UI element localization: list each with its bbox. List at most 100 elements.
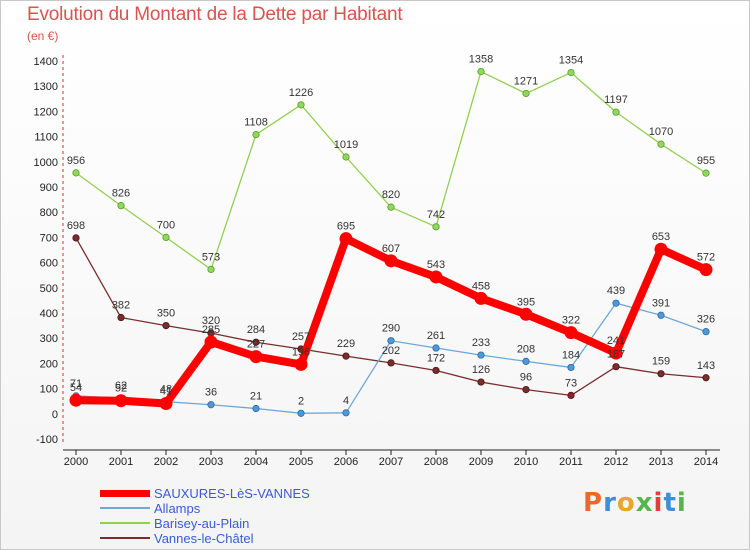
data-label: 159 (652, 356, 670, 368)
logo-letter: x (635, 488, 654, 518)
data-label: 36 (205, 387, 217, 399)
data-label: 1271 (514, 76, 538, 88)
series-3-point (117, 313, 125, 322)
data-label: 955 (697, 155, 715, 167)
logo-letter: i (653, 488, 664, 518)
y-tick-label: 1300 (34, 81, 58, 93)
data-label: 826 (112, 188, 130, 200)
x-tick-label: 2002 (154, 456, 178, 468)
legend-swatch-0 (100, 489, 150, 497)
data-label: 1197 (604, 94, 628, 106)
series-1-point (342, 409, 350, 417)
data-label: 233 (472, 337, 490, 349)
series-2-point (252, 130, 260, 139)
data-label: 187 (607, 349, 625, 361)
data-label: 196 (292, 346, 310, 358)
data-label: 284 (247, 324, 265, 336)
data-label: 21 (250, 391, 262, 403)
y-tick-label: 900 (40, 182, 58, 194)
y-tick-label: 500 (40, 283, 58, 295)
series-1-point (432, 344, 440, 352)
y-tick-label: 600 (40, 258, 58, 270)
data-label: 172 (427, 352, 445, 364)
data-label: 73 (565, 377, 577, 389)
series-0-point (609, 346, 623, 360)
series-0-point (384, 254, 398, 268)
series-2-point (72, 169, 80, 177)
data-label: 573 (202, 251, 220, 263)
data-label: 126 (472, 364, 490, 376)
series-0-point (294, 357, 308, 371)
series-0-point (519, 307, 533, 321)
series-2-point (522, 89, 530, 98)
x-tick-label: 2004 (244, 456, 268, 468)
legend-label-3: Vannes-le-Châtel (154, 531, 254, 546)
series-1-point (207, 401, 215, 409)
series-2-point (567, 68, 575, 77)
data-label: 1108 (244, 117, 268, 129)
y-tick-label: 100 (40, 384, 58, 396)
y-tick-label: 800 (40, 207, 58, 219)
data-label: 439 (607, 285, 625, 297)
data-label: 257 (292, 331, 310, 343)
data-label: 143 (697, 360, 715, 372)
data-label: 956 (67, 155, 85, 167)
x-tick-label: 2000 (64, 456, 88, 468)
data-label: 41 (160, 385, 172, 397)
series-1-point (657, 311, 665, 319)
series-2-point (342, 153, 350, 161)
series-3-point (252, 338, 260, 346)
data-label: 54 (70, 382, 82, 394)
logo-letter: o (616, 488, 636, 518)
y-tick-label: 1000 (34, 157, 58, 169)
logo-letter: P (583, 488, 604, 518)
series-2-point (207, 265, 215, 274)
x-tick-label: 2009 (469, 456, 493, 468)
series-0-point (249, 350, 263, 364)
legend-label-1: Allamps (154, 501, 201, 516)
data-label: 261 (427, 330, 445, 342)
data-label: 382 (112, 300, 130, 312)
data-label: 208 (517, 343, 535, 355)
data-label: 202 (382, 345, 400, 357)
data-label: 458 (472, 280, 490, 292)
x-tick-label: 2012 (604, 456, 628, 468)
series-3-point (702, 374, 710, 382)
proxiti-logo: Proxiti (583, 488, 687, 518)
series-3-point (342, 352, 350, 360)
data-label: 71 (70, 378, 82, 390)
series-0-point (159, 396, 173, 410)
series-2-point (117, 202, 125, 210)
data-label: 62 (115, 380, 127, 392)
data-label: 1070 (649, 126, 673, 138)
series-0-point (654, 242, 668, 256)
y-tick-label: 0 (52, 409, 58, 421)
series-2-point (387, 203, 395, 211)
series-1-point (297, 409, 305, 417)
data-label: 229 (337, 338, 355, 350)
series-2-point (477, 67, 485, 76)
series-0-point (204, 335, 218, 349)
chart-lines (69, 67, 713, 417)
x-tick-label: 2014 (694, 456, 718, 468)
data-label: 572 (697, 252, 715, 264)
data-label: 4 (343, 395, 349, 407)
series-0-point (339, 232, 353, 246)
data-label: 1358 (469, 54, 493, 66)
legend-label-2: Barisey-au-Plain (154, 516, 250, 531)
x-tick-label: 2011 (559, 456, 583, 468)
data-label: 48 (160, 384, 172, 396)
chart-axes: -100 0 100 200 300 400 500 600 700 800 900 1000 1100… (34, 55, 720, 468)
data-label: 52 (115, 383, 127, 395)
series-1-point (252, 404, 260, 413)
y-tick-label: -100 (36, 434, 58, 446)
legend-swatch-1 (100, 507, 150, 509)
data-label: 653 (652, 231, 670, 243)
series-1-point (612, 299, 620, 307)
chart-title: Evolution du Montant de la Dette par Hab… (27, 4, 403, 25)
chart-data-labels: 54 52 41 285 227 196 695 607 543 458 395 322 241 653 5… (67, 54, 715, 408)
data-label: 543 (427, 259, 445, 271)
y-tick-label: 200 (40, 358, 58, 370)
series-3-point (432, 366, 440, 375)
